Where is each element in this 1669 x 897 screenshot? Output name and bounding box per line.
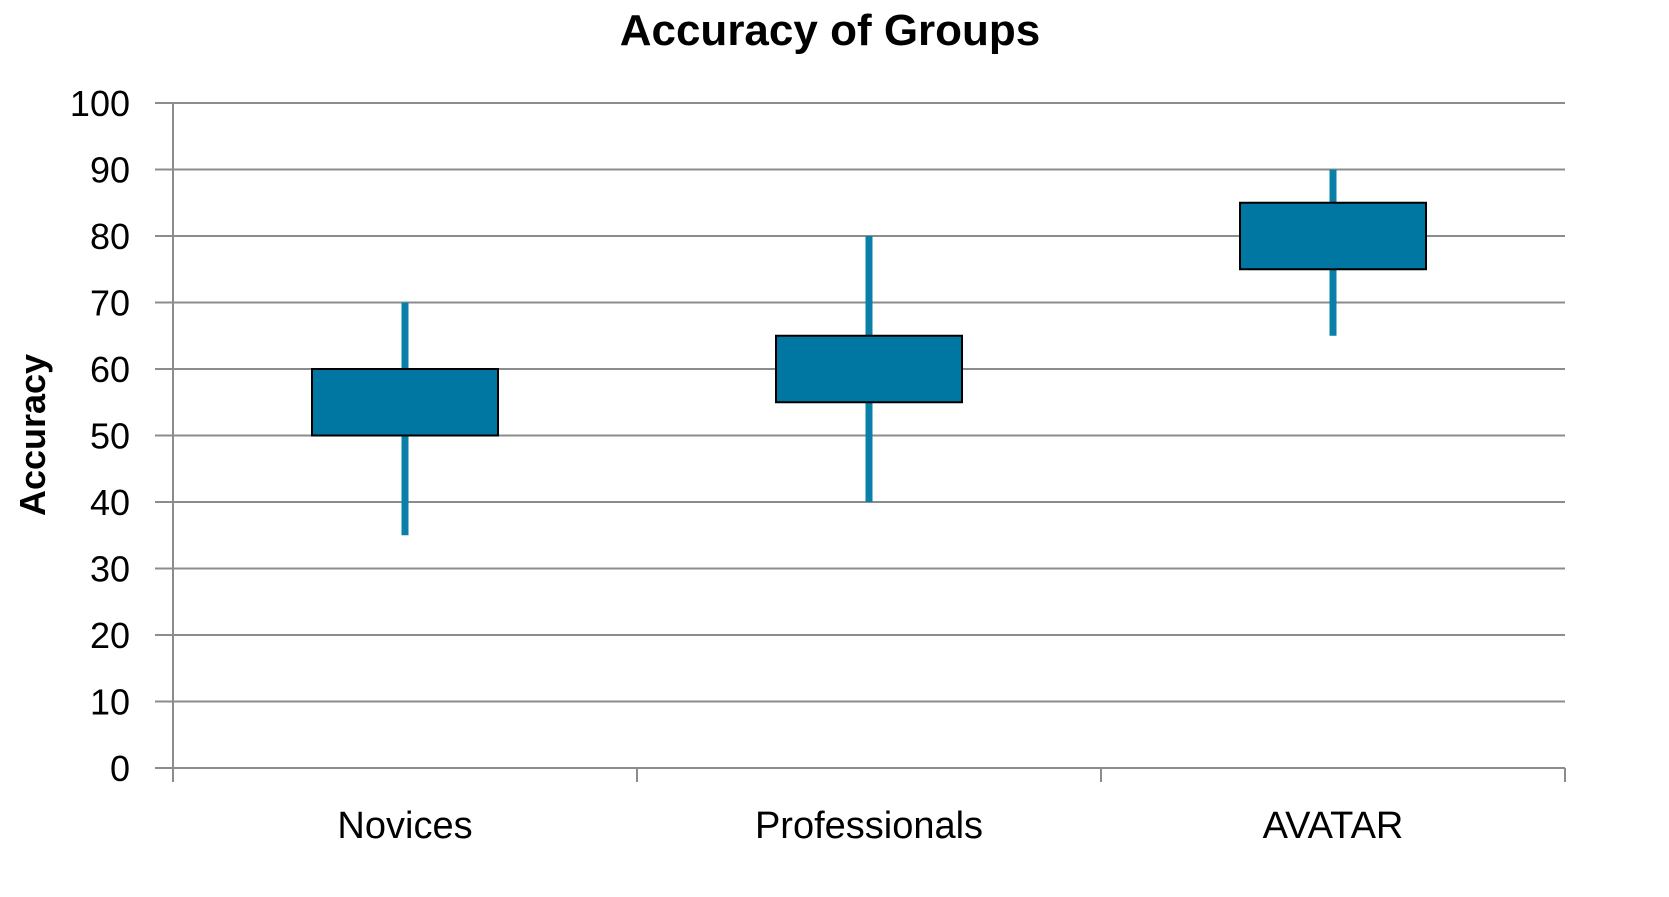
y-tick-label: 70 (90, 283, 130, 324)
y-tick-label: 50 (90, 416, 130, 457)
x-tick-labels: Novices Professionals AVATAR (337, 805, 1403, 847)
y-tick-label: 40 (90, 482, 130, 523)
x-tick-label: Professionals (755, 805, 983, 847)
box-group (775, 236, 963, 502)
box (311, 368, 499, 437)
y-tick-label: 30 (90, 549, 130, 590)
x-tick-label: AVATAR (1263, 805, 1404, 847)
box (775, 334, 963, 404)
y-tick-label: 80 (90, 216, 130, 257)
box-group (1239, 169, 1427, 336)
y-tick-label: 10 (90, 682, 130, 723)
box-group (311, 302, 499, 536)
box-series (311, 169, 1427, 536)
y-tick-label: 90 (90, 150, 130, 191)
y-tick-label: 100 (70, 83, 130, 124)
y-tick-labels: 0 10 20 30 40 50 60 70 80 90 100 (70, 83, 130, 789)
y-axis-label: Accuracy (12, 354, 53, 516)
y-tick-label: 20 (90, 615, 130, 656)
chart-title: Accuracy of Groups (620, 6, 1041, 55)
y-tick-label: 60 (90, 349, 130, 390)
axes (172, 103, 1566, 782)
y-tick-label: 0 (110, 748, 130, 789)
x-tick-label: Novices (337, 805, 472, 847)
box (1239, 201, 1427, 271)
